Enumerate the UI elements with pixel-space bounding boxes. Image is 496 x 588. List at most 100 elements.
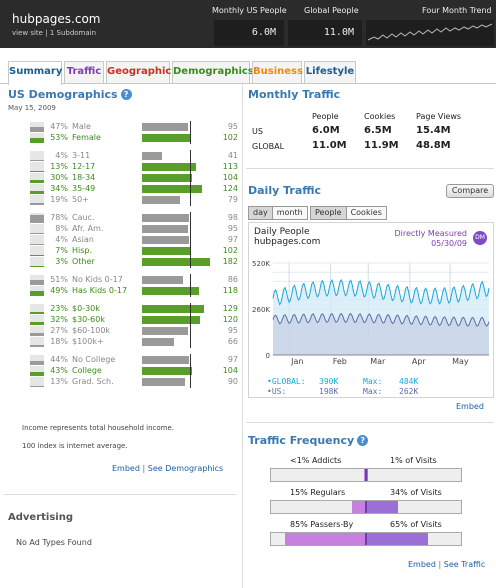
people-share-segment [285,533,366,545]
index-bar [142,196,180,204]
index-baseline [190,161,191,173]
x-tick-label: Jan [290,357,303,366]
share-bar-fill [30,233,44,234]
index-bar [142,225,188,233]
demographic-percent: 27% [50,326,68,335]
legend-us-max-label: Max: [363,387,383,396]
share-bar [30,224,44,234]
demographic-percent: 8% [55,224,68,233]
visit-share-segment [366,533,428,545]
index-baseline [190,354,191,366]
subdomain-link[interactable]: 1 Subdomain [49,29,97,37]
share-bar [30,246,44,256]
index-baseline [190,256,191,268]
index-baseline [190,314,191,326]
share-bar [30,173,44,183]
chart-plot: Jan Feb Mar Apr May 520K 260K 0 [252,260,490,366]
demographic-percent: 30% [50,173,68,182]
legend-global-value: 390K [319,377,339,386]
toggle-cookies[interactable]: Cookies [345,207,386,219]
toggle-people[interactable]: People [311,207,346,219]
frequency-midline [365,469,367,481]
legend-global: •GLOBAL: 390K Max: 484K [267,377,418,386]
share-bar [30,162,44,172]
tab-demographics[interactable]: Demographics [172,61,254,83]
legend-global-max: 484K [399,377,419,386]
demographic-label: Male [72,122,91,131]
see-demographics-link[interactable]: See Demographics [147,464,224,473]
share-bar-fill [30,372,44,376]
tab-lifestyle[interactable]: Lifestyle [304,61,356,83]
row-us-label: US [252,127,263,136]
frequency-visits-label: 34% of Visits [390,488,442,497]
demographic-row: 4% Asian 97 [30,234,238,246]
demographic-row: 19% 50+ 79 [30,194,238,206]
share-bar-fill [30,215,44,223]
y-tick-label: 260K [252,306,270,314]
share-bar [30,133,44,143]
daily-traffic-title: Daily Traffic [248,184,322,197]
demographic-percent: 19% [50,195,68,204]
demographic-row: 27% $60-100k 95 [30,325,238,337]
granularity-toggle: day month [248,206,308,220]
toggle-month[interactable]: month [271,207,307,219]
demographic-index: 90 [227,377,238,386]
share-bar-fill [30,180,44,183]
embed-link[interactable]: Embed [112,464,140,473]
index-bar [142,338,174,346]
toggle-day[interactable]: day [249,207,272,219]
demographic-percent: 53% [50,133,68,142]
tab-summary[interactable]: Summary [8,61,62,85]
demographic-percent: 23% [50,304,68,313]
visit-share-segment [366,501,398,513]
index-bar [142,316,200,324]
see-traffic-link[interactable]: See Traffic [443,560,486,569]
embed-link[interactable]: Embed [408,560,436,569]
demographic-label: Hisp. [72,246,93,255]
frequency-people-label: 85% Passers-By [290,520,354,529]
index-bar [142,367,192,375]
share-bar-fill [30,345,44,347]
index-bar [142,287,199,295]
y-tick-label: 520K [252,260,270,268]
index-bar [142,214,189,222]
compare-button[interactable]: Compare [446,184,494,198]
index-baseline [190,172,191,184]
demographic-index: 113 [222,162,238,171]
directly-measured-label: Directly Measured [394,229,467,238]
global-people-value: 11.0M [288,20,362,46]
view-site-link[interactable]: view site [12,29,43,37]
demographic-row: 32% $30-60k 120 [30,314,238,326]
tab-business[interactable]: Business [252,61,303,83]
help-icon[interactable]: ? [120,89,132,100]
tab-traffic[interactable]: Traffic [64,61,104,83]
demographic-label: Has Kids 0-17 [72,286,128,295]
share-bar-fill [30,322,44,325]
share-bar [30,122,44,132]
daily-traffic-chart: Daily People hubpages.com Directly Measu… [248,222,494,398]
share-bar [30,235,44,245]
demographic-index: 104 [222,366,238,375]
index-baseline [190,336,191,348]
tab-geographic[interactable]: Geographic [106,61,171,83]
measured-date: 05/30/09 [431,239,467,248]
global-page-views: 48.8M [416,140,451,151]
share-bar [30,326,44,336]
demographic-label: College [72,366,102,375]
help-icon[interactable]: ? [357,435,369,446]
daily-traffic-embed-link[interactable]: Embed [456,402,484,411]
series-area-us [273,313,489,355]
demographic-label: $100k+ [72,337,104,346]
demographic-label: 35-49 [72,184,96,193]
global-cookies: 11.9M [364,140,399,151]
share-bar [30,366,44,376]
x-tick-label: Mar [370,357,386,366]
demographic-percent: 49% [50,286,68,295]
link-separator: | [142,464,146,473]
site-links-sep: | [45,29,50,37]
share-bar [30,304,44,314]
index-bar [142,123,188,131]
share-bar-fill [30,160,44,161]
traffic-frequency-title: Traffic Frequency [248,434,355,447]
demographic-row: 7% Hisp. 102 [30,245,238,257]
